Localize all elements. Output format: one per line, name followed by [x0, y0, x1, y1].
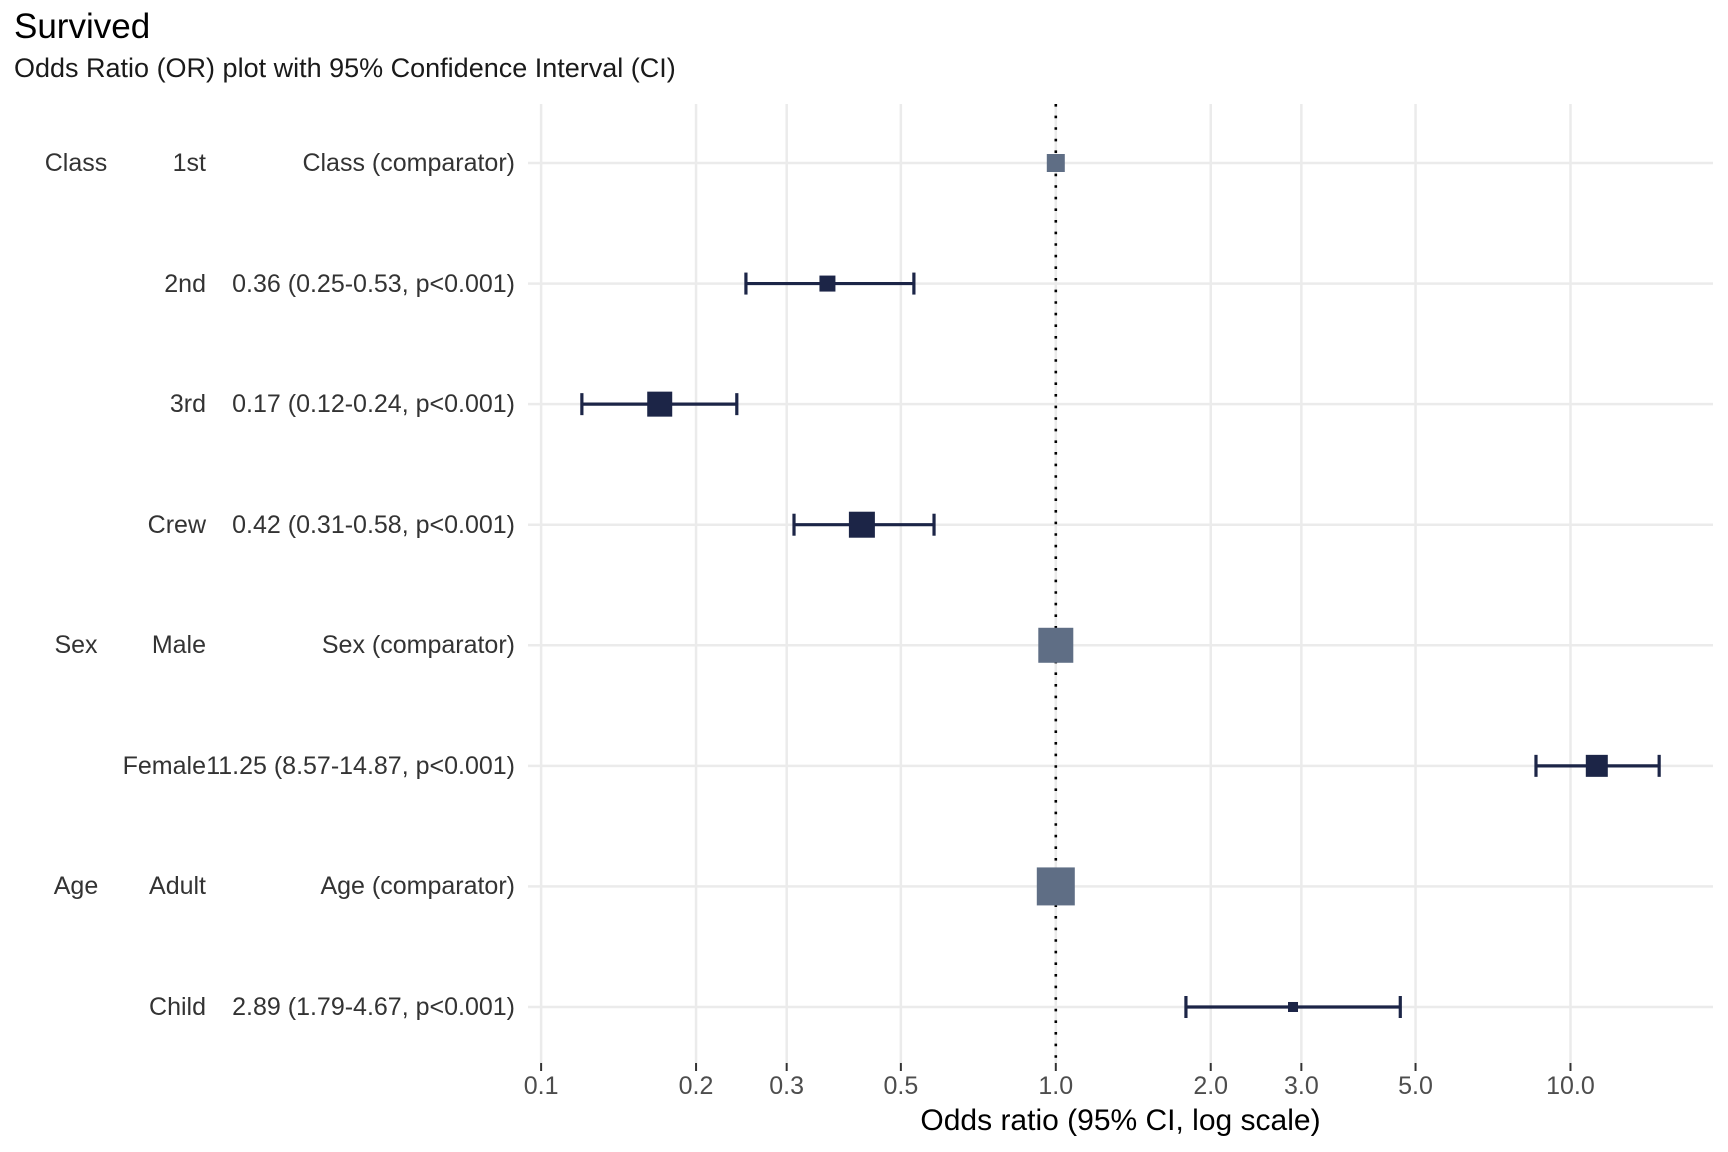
- row-estimate-label: 11.25 (8.57-14.87, p<0.001): [206, 751, 515, 780]
- row-group-label: Class: [44, 149, 108, 177]
- x-tick-label: 10.0: [1546, 1072, 1595, 1100]
- row-level-label: 2nd: [164, 269, 206, 298]
- row-group-label: Age: [53, 872, 99, 901]
- row-estimate-label: 0.42 (0.31-0.58, p<0.001): [232, 510, 515, 539]
- x-axis-title: Odds ratio (95% CI, log scale): [920, 1104, 1321, 1137]
- row-estimate-label: Class (comparator): [302, 149, 515, 177]
- or-marker: [1288, 1001, 1299, 1012]
- row-estimate-label: 0.36 (0.25-0.53, p<0.001): [232, 269, 515, 298]
- chart-title: Survived: [14, 7, 151, 46]
- or-marker: [647, 391, 673, 417]
- comparator-marker: [1038, 627, 1074, 663]
- row-group-label: Sex: [54, 631, 98, 660]
- row-level-label: 1st: [172, 149, 206, 177]
- x-tick-label: 0.3: [769, 1072, 805, 1100]
- x-tick-label: 0.2: [678, 1072, 714, 1100]
- row-level-label: 3rd: [169, 390, 206, 419]
- or-marker: [848, 511, 875, 538]
- row-level-label: Child: [149, 992, 206, 1021]
- x-tick-label: 0.5: [883, 1072, 919, 1100]
- row-level-label: Female: [122, 751, 206, 780]
- row-estimate-label: Sex (comparator): [321, 631, 515, 660]
- x-tick-label: 1.0: [1038, 1072, 1074, 1100]
- comparator-marker: [1046, 154, 1065, 172]
- row-estimate-label: 0.17 (0.12-0.24, p<0.001): [232, 390, 515, 419]
- row-level-label: Male: [151, 631, 206, 660]
- x-tick-label: 2.0: [1193, 1072, 1229, 1100]
- row-estimate-label: Age (comparator): [320, 872, 515, 901]
- row-estimate-label: 2.89 (1.79-4.67, p<0.001): [232, 992, 515, 1021]
- row-level-label: Crew: [147, 510, 206, 539]
- x-tick-label: 0.1: [523, 1072, 559, 1100]
- comparator-marker: [1036, 867, 1075, 906]
- row-level-label: Adult: [149, 872, 206, 901]
- chart-subtitle: Odds Ratio (OR) plot with 95% Confidence…: [14, 53, 676, 83]
- x-tick-label: 3.0: [1283, 1072, 1319, 1100]
- x-tick-label: 5.0: [1398, 1072, 1433, 1100]
- or-marker: [1585, 754, 1608, 777]
- or-marker: [819, 275, 836, 292]
